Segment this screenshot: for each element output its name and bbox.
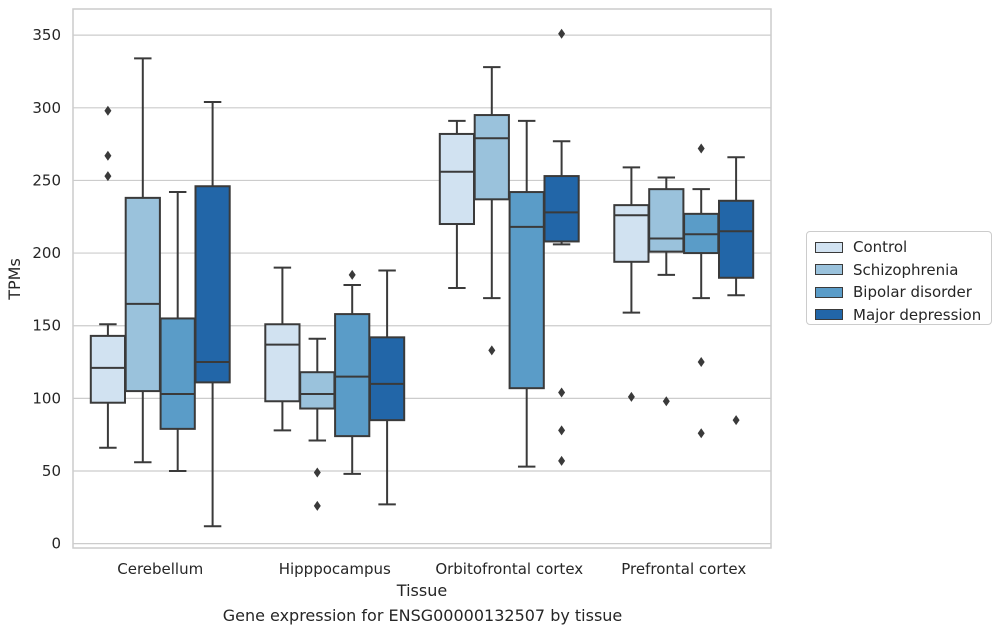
box-body [473,114,510,201]
outlier-point [662,396,670,407]
outlier-point [104,105,112,116]
box-major-depression [194,100,231,528]
box-bipolar-disorder [159,191,196,472]
box-body [159,317,196,430]
box-schizophrenia [299,337,336,511]
outlier-point [697,428,705,439]
box-control [438,119,476,289]
legend-swatch [815,241,843,253]
outlier-point [558,28,566,39]
box-schizophrenia [473,66,510,356]
box-bipolar-disorder [508,119,545,468]
y-tick-label: 50 [42,462,61,480]
outlier-point [348,269,356,280]
y-tick-label: 300 [32,99,61,117]
box-body [438,132,476,226]
x-axis-ticks: Cerebellum Hipppocampus Orbitofrontal cort… [117,560,746,578]
box-schizophrenia [648,176,685,407]
chart-title: Gene expression for ENSG00000132507 by t… [222,606,623,625]
plot-frame [72,8,772,549]
box-body [368,336,406,422]
outlier-point [732,415,740,426]
plot-area [89,28,755,528]
legend-item: Schizophrenia [815,259,983,282]
y-tick-label: 100 [32,389,61,407]
legend: Control Schizophrenia Bipolar disorder Majo… [806,231,992,325]
legend-swatch [815,286,843,298]
box-major-depression [368,269,406,506]
outlier-point [488,345,496,356]
legend-item: Bipolar disorder [815,281,983,304]
box-body [613,204,650,263]
box-control [613,166,650,402]
box-body [299,371,336,410]
legend-label: Bipolar disorder [853,283,972,302]
y-tick-label: 200 [32,244,61,262]
y-tick-label: 250 [32,171,61,189]
outlier-point [627,391,635,402]
box-body [717,199,755,279]
legend-label: Schizophrenia [853,260,959,279]
x-tick-label: Hipppocampus [279,560,391,578]
y-tick-label: 350 [32,26,61,44]
outlier-point [558,425,566,436]
x-axis-label: Tissue [396,581,447,600]
outlier-point [558,387,566,398]
box-body [194,185,231,384]
box-body [124,196,161,393]
box-schizophrenia [124,57,161,464]
box-control [89,105,127,449]
y-axis-ticks: 0 50 100 150 200 250 300 350 [32,26,61,552]
x-tick-label: Prefrontal cortex [621,560,746,578]
box-major-depression [543,28,580,466]
legend-item: Control [815,236,983,259]
outlier-point [313,500,321,511]
box-body [89,334,127,404]
legend-label: Major depression [853,305,982,324]
x-tick-label: Orbitofrontal cortex [435,560,583,578]
legend-swatch [815,264,843,276]
y-tick-label: 0 [51,535,61,553]
box-body [508,191,545,390]
y-axis-label: TPMs [5,258,24,301]
legend-label: Control [853,238,908,257]
box-body [648,188,685,253]
x-tick-label: Cerebellum [117,560,203,578]
box-major-depression [717,156,755,426]
box-body [543,175,580,243]
outlier-point [104,150,112,161]
box-body [334,313,371,438]
box-control [264,266,301,432]
outlier-point [697,357,705,368]
box-body [264,323,301,403]
y-tick-label: 150 [32,317,61,335]
box-bipolar-disorder [683,143,720,439]
box-bipolar-disorder [334,269,371,475]
legend-item: Major depression [815,304,983,327]
outlier-point [558,455,566,466]
outlier-point [313,467,321,478]
outlier-point [104,171,112,182]
legend-swatch [815,309,843,321]
outlier-point [697,143,705,154]
